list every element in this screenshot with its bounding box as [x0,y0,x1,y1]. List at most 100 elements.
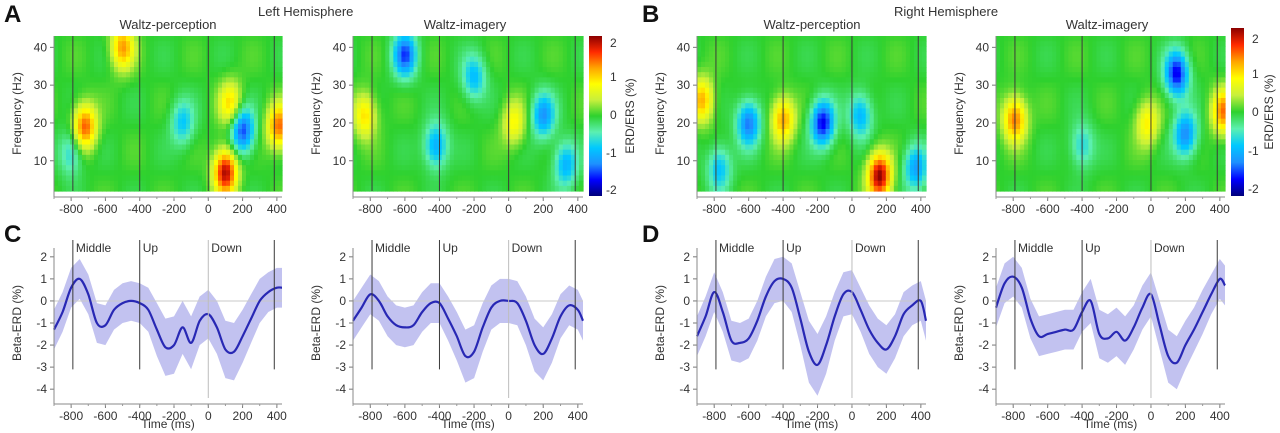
heatmap-cell [373,149,378,156]
heatmap-cell [793,56,799,63]
heatmap-cell [278,36,283,42]
heatmap-cell [262,170,267,177]
heatmap-cell [554,103,560,109]
heatmap-cell [234,129,239,135]
heatmap-cell [574,46,580,53]
heatmap-cell [825,72,831,78]
heatmap-cell [429,185,435,192]
heatmap-cell [490,98,495,104]
heatmap-cell [789,108,795,115]
heatmap-cell [865,113,871,120]
heatmap-cell [498,139,503,146]
heatmap-cell [793,134,799,140]
heatmap-cell [122,87,127,94]
heatmap-cell [433,98,439,104]
heatmap-cell [162,149,167,156]
heatmap-cell [821,134,827,140]
heatmap-cell [401,36,407,42]
heatmap-cell [102,46,107,53]
heatmap-cell [534,170,540,177]
heatmap-cell [250,92,255,99]
heatmap-cell [717,61,722,68]
heatmap-cell [274,180,279,187]
heatmap-cell [94,56,99,63]
heatmap-cell [130,46,135,53]
heatmap-cell [258,170,263,177]
heatmap-cell [777,154,782,161]
heatmap-cell [405,77,411,84]
heatmap-cell [737,82,742,89]
heatmap-cell [741,175,746,182]
heatmap-cell [393,170,398,177]
heatmap-cell [202,92,207,99]
heatmap-cell [809,98,815,104]
heatmap-cell [441,134,447,140]
heatmap-cell [729,123,734,130]
heatmap-cell [445,36,451,42]
heatmap-cell [190,123,195,130]
heatmap-cell [126,113,131,120]
heatmap-cell [62,165,67,171]
heatmap-cell [793,149,799,156]
heatmap-cell [266,41,271,47]
heatmap-cell [381,103,386,109]
heatmap-cell [709,56,714,63]
heatmap-cell [753,41,758,47]
heatmap-cell [158,144,163,151]
heatmap-cell [357,77,362,84]
heatmap-cell [478,134,483,140]
heatmap-cell [749,185,754,192]
heatmap-cell [453,56,459,63]
heatmap-cell [465,46,471,53]
heatmap-cell [578,129,584,135]
heatmap-cell [102,92,107,99]
heatmap-cell [278,154,283,161]
heatmap-cell [745,87,750,94]
heatmap-cell [445,98,451,104]
heatmap-cell [218,180,223,187]
heatmap-cell [186,113,191,120]
heatmap-cell [558,170,564,177]
heatmap-cell [478,72,483,78]
heatmap-cell [449,77,455,84]
heatmap-cell [457,113,463,120]
heatmap-cell [441,87,447,94]
heatmap-cell [170,185,175,192]
heatmap-cell [797,149,803,156]
heatmap-cell [258,56,263,63]
heatmap-cell [789,61,795,68]
heatmap-cell [881,61,887,68]
heatmap-cell [405,56,411,63]
heatmap-cell [518,56,524,63]
heatmap-cell [198,175,203,182]
heatmap-cell [190,144,195,151]
heatmap-cell [70,139,75,146]
heatmap-cell [453,113,459,120]
heatmap-cell [562,113,568,120]
heatmap-cell [542,170,548,177]
heatmap-cell [66,108,71,115]
heatmap-cell [721,103,726,109]
heatmap-cell [578,82,584,89]
heatmap-cell [821,170,827,177]
heatmap-cell [461,118,467,125]
heatmap-cell [218,118,223,125]
heatmap-cell [413,134,419,140]
heatmap-cell [777,118,782,125]
heatmap-cell [757,185,762,192]
heatmap-cell [214,41,219,47]
heatmap-cell [482,92,487,99]
heatmap-cell [817,123,823,130]
heatmap-cell [66,61,71,68]
heatmap-cell [262,82,267,89]
heatmap-cell [198,123,203,130]
heatmap-cell [522,56,528,63]
heatmap-cell [785,154,791,161]
heatmap-cell [765,175,770,182]
heatmap-cell [837,46,843,53]
heatmap-cell [558,123,564,130]
heatmap-cell [433,46,439,53]
heatmap-cell [274,103,279,109]
heatmap-cell [713,123,718,130]
heatmap-cell [713,134,718,140]
